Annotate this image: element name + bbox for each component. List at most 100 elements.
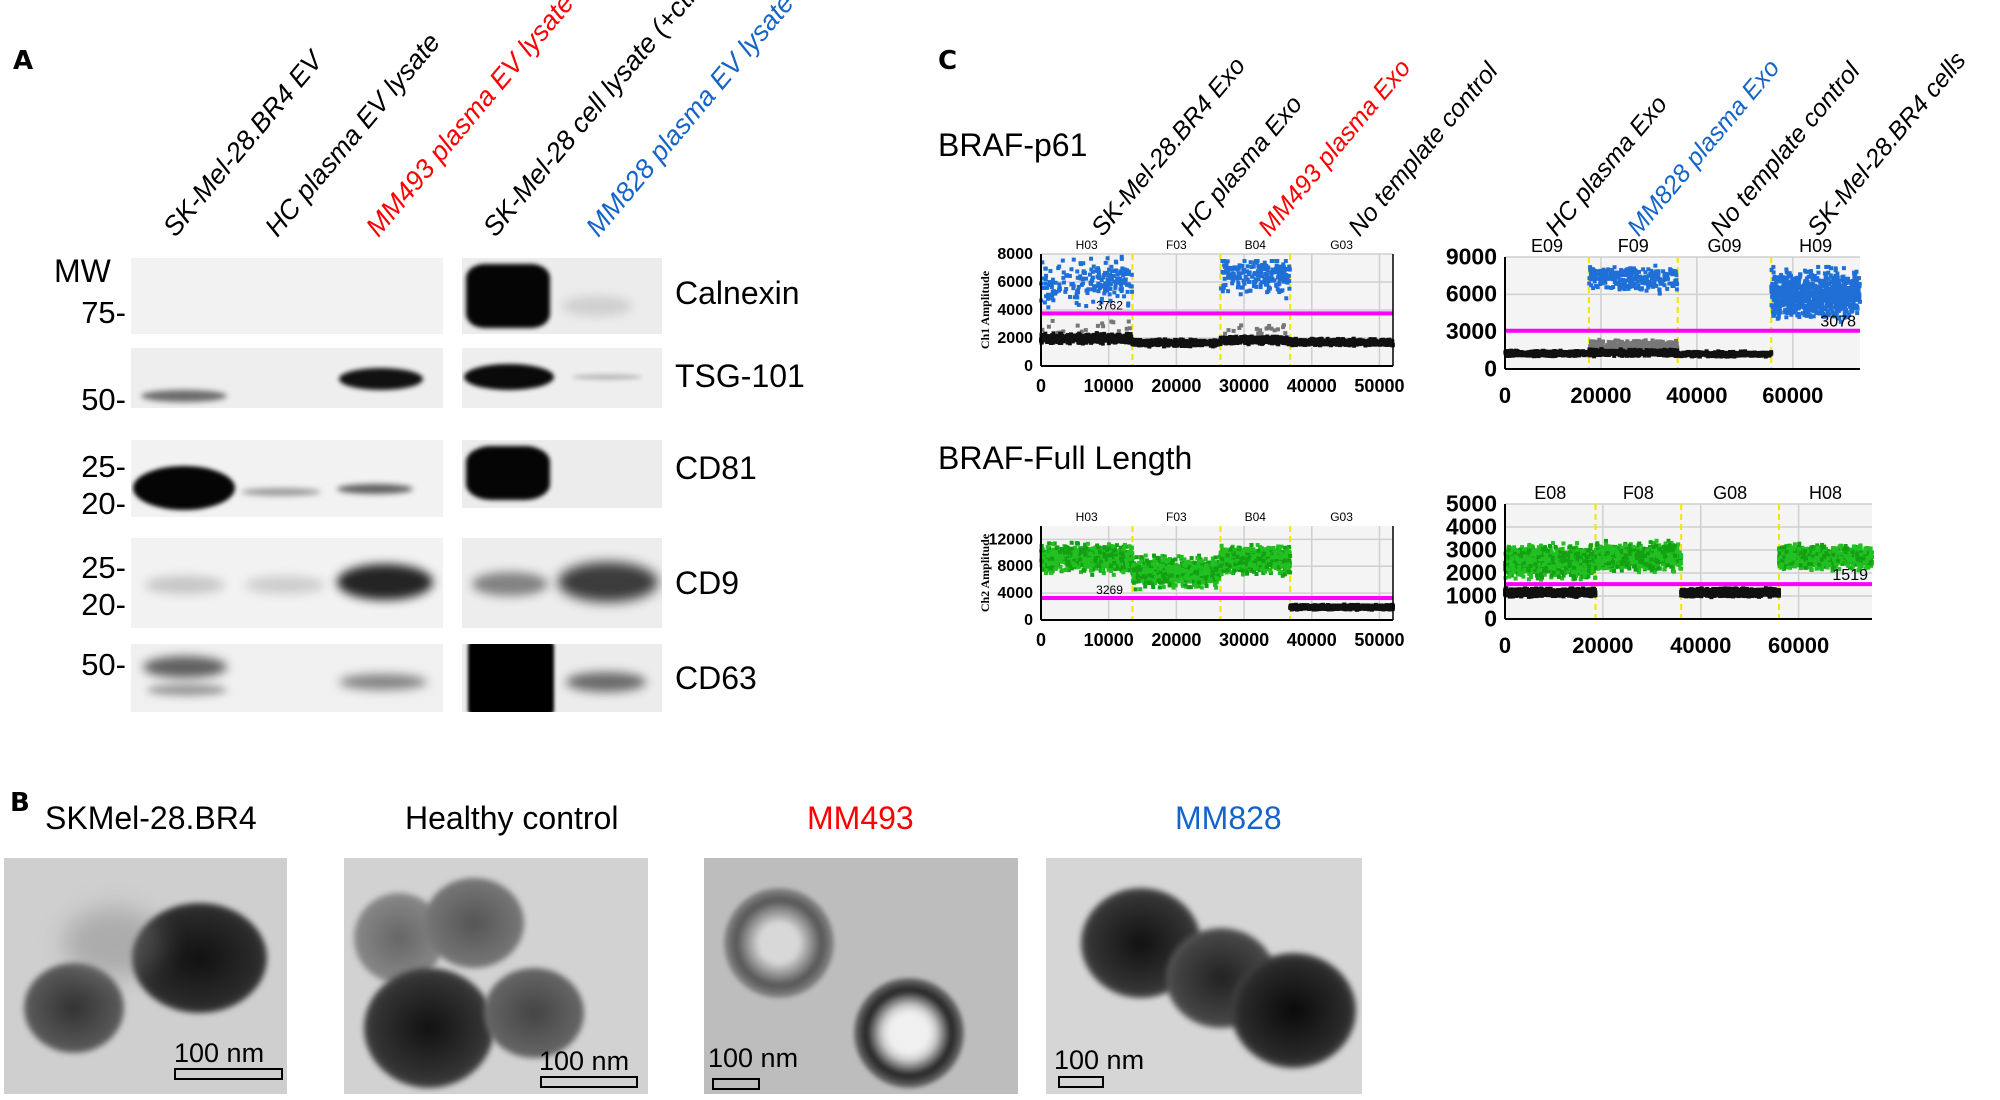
droplet — [1098, 340, 1103, 345]
droplet — [1609, 285, 1614, 290]
droplet — [1284, 296, 1289, 301]
droplet — [1265, 272, 1270, 277]
droplet — [1324, 341, 1329, 346]
droplet — [1126, 301, 1131, 306]
droplet — [1335, 337, 1340, 342]
droplet — [1110, 269, 1115, 274]
droplet — [1283, 259, 1288, 263]
em-image-mm828: 100 nm — [1046, 858, 1362, 1094]
droplet — [1245, 277, 1250, 282]
lane-label: MM828 plasma EV lysate — [580, 0, 800, 243]
droplet — [1598, 350, 1603, 355]
droplet — [1040, 333, 1045, 338]
droplet — [1613, 349, 1618, 354]
x-tick-label: 30000 — [1219, 376, 1269, 396]
droplet — [1175, 338, 1180, 343]
droplet — [1195, 342, 1200, 347]
droplet — [1174, 343, 1179, 348]
droplet — [1043, 281, 1048, 286]
band — [464, 364, 554, 390]
droplet — [1101, 335, 1106, 340]
droplet — [1276, 273, 1281, 278]
droplet — [1514, 352, 1519, 357]
droplet — [1069, 267, 1074, 272]
droplet — [1080, 341, 1085, 346]
droplet — [1057, 334, 1062, 339]
assay-title: BRAF-Full Length — [938, 440, 1193, 476]
droplet — [1190, 340, 1195, 345]
droplet — [1272, 328, 1277, 333]
droplet-cluster-negative — [1130, 337, 1222, 349]
droplet — [1271, 338, 1276, 343]
droplet — [1099, 296, 1104, 301]
blot-tsg101-right — [462, 348, 662, 408]
droplet — [1578, 349, 1583, 354]
chart-braf-p61-right: 0 3000 6000 9000 0 20000 40000 60000 E09 F09 G09 H0… — [1446, 236, 1862, 408]
droplet — [1098, 282, 1103, 287]
droplet — [1604, 344, 1609, 349]
droplet — [1046, 324, 1051, 329]
droplet — [1671, 344, 1676, 349]
droplet — [1254, 338, 1259, 343]
droplet — [1370, 341, 1375, 346]
droplet — [1078, 276, 1083, 281]
droplet — [1211, 343, 1216, 348]
droplet — [1088, 338, 1093, 343]
droplet — [1287, 264, 1292, 269]
droplet — [1761, 351, 1766, 356]
lane-label: MM493 plasma EV lysate — [360, 0, 580, 243]
droplet — [1226, 273, 1231, 278]
droplet — [1117, 334, 1122, 339]
band — [466, 264, 550, 328]
droplet — [1167, 342, 1172, 347]
droplet — [1321, 338, 1326, 343]
droplet — [1807, 306, 1812, 311]
panel-c-label: C — [938, 46, 958, 76]
droplet — [1380, 341, 1385, 346]
droplet — [1771, 310, 1776, 315]
scale-bar — [174, 1068, 283, 1080]
droplet — [1170, 341, 1175, 346]
droplet — [1046, 283, 1051, 288]
droplet — [1317, 337, 1322, 342]
well-label: G03 — [1330, 238, 1353, 252]
panel-a-label: A — [13, 46, 34, 76]
droplet — [1148, 343, 1153, 348]
droplet — [1804, 303, 1809, 308]
droplet — [1591, 272, 1596, 277]
droplet — [1344, 339, 1349, 344]
droplet — [1265, 334, 1270, 339]
droplet — [1699, 350, 1704, 355]
droplet — [1606, 267, 1611, 272]
droplet — [1150, 341, 1155, 346]
droplet — [1590, 344, 1595, 349]
droplet — [1234, 336, 1239, 341]
droplet — [1653, 270, 1658, 275]
droplet — [1671, 340, 1676, 345]
droplet — [1606, 346, 1611, 351]
droplet — [1251, 264, 1256, 269]
droplet — [1592, 279, 1597, 284]
droplet — [1270, 278, 1275, 283]
droplet — [1155, 340, 1160, 345]
droplet — [1588, 350, 1593, 355]
droplet — [1247, 270, 1252, 275]
droplet — [1654, 283, 1659, 288]
droplet — [1627, 284, 1632, 289]
y-tick-label: 9000 — [1446, 243, 1497, 269]
droplet — [1258, 282, 1263, 287]
droplet — [1224, 261, 1229, 266]
droplet — [1044, 294, 1049, 299]
droplet — [1077, 339, 1082, 344]
droplet — [1131, 340, 1136, 345]
droplet — [1835, 271, 1840, 276]
band — [241, 488, 321, 496]
droplet — [1612, 265, 1617, 270]
droplet — [1696, 352, 1701, 357]
droplet — [1521, 351, 1526, 356]
droplet — [1096, 266, 1101, 271]
droplet — [1090, 275, 1095, 280]
droplet — [1113, 268, 1118, 273]
droplet — [1060, 258, 1065, 263]
blot-cd63-right — [462, 644, 662, 712]
